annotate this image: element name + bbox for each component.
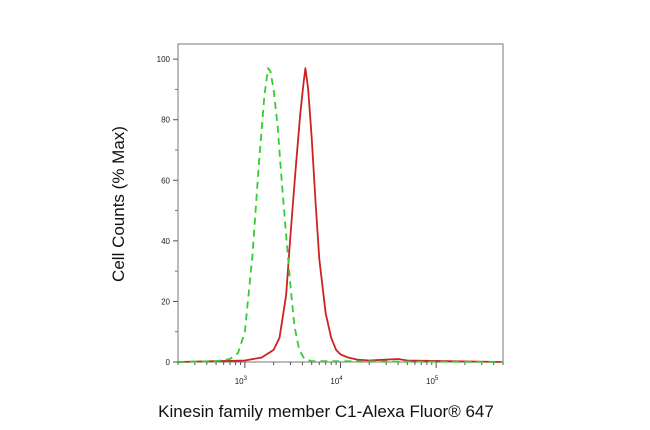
y-tick-label: 0 — [166, 358, 171, 367]
series-group — [177, 67, 504, 363]
x-tick-label: 105 — [426, 376, 439, 386]
y-tick-label: 40 — [161, 237, 170, 246]
y-axis-title: Cell Counts (% Max) — [109, 126, 128, 282]
y-tick-label: 80 — [161, 116, 170, 125]
x-tick-label: 103 — [235, 376, 248, 386]
y-tick-label: 100 — [157, 55, 171, 64]
isotype-control-line — [177, 67, 504, 363]
plot-frame — [177, 43, 504, 363]
y-axis-ticks: 0 20 40 60 80 100 — [157, 55, 178, 367]
y-tick-label: 60 — [161, 176, 170, 185]
x-tick-label: 104 — [330, 376, 343, 386]
x-axis-ticks: 103 104 105 — [177, 362, 504, 386]
y-tick-label: 20 — [161, 297, 170, 306]
x-axis-title: Kinesin family member C1-Alexa Fluor® 64… — [158, 402, 494, 421]
sample-line — [177, 67, 504, 363]
